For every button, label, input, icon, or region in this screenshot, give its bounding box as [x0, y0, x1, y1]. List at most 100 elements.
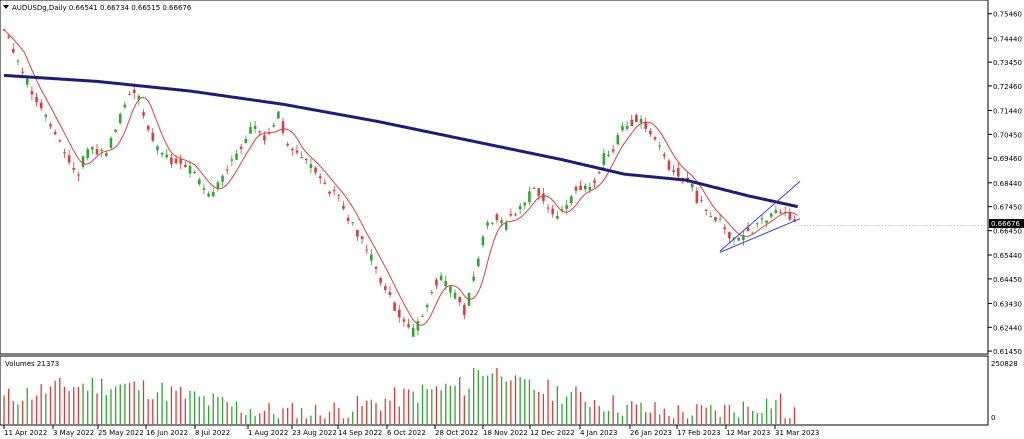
candle — [523, 201, 527, 210]
candle — [49, 122, 52, 130]
date-tick-label: 8 Jul 2022 — [195, 429, 230, 437]
candle — [709, 211, 713, 218]
candle — [291, 147, 294, 157]
candle — [658, 142, 661, 151]
candle — [30, 85, 34, 101]
candle — [579, 180, 582, 191]
date-tick-label: 12 Dec 2022 — [530, 429, 575, 437]
candle — [95, 144, 99, 155]
candle — [184, 161, 187, 168]
channel-upper-line[interactable] — [719, 180, 801, 252]
candle — [249, 122, 252, 135]
candle — [625, 120, 629, 132]
candle — [583, 183, 587, 192]
price-pane[interactable] — [0, 0, 989, 355]
candle — [128, 91, 131, 95]
candle — [253, 121, 257, 134]
candle — [374, 265, 378, 274]
candle — [788, 208, 792, 222]
price-tick-label: 0.73450 — [993, 59, 1022, 67]
candle — [156, 145, 159, 155]
date-tick-label: 3 May 2022 — [53, 429, 94, 437]
candle — [365, 244, 368, 254]
candle — [393, 301, 396, 311]
candle — [314, 166, 317, 176]
candle — [607, 150, 610, 158]
candle — [458, 296, 461, 307]
price-tick-label: 0.62440 — [993, 324, 1022, 332]
candle — [616, 132, 620, 146]
candle — [165, 149, 169, 159]
channel-lower-line[interactable] — [719, 218, 801, 253]
candle — [342, 201, 345, 211]
candle — [160, 152, 164, 158]
price-tick-label: 0.70450 — [993, 131, 1022, 139]
candle — [728, 231, 731, 243]
candle — [202, 183, 206, 195]
volume-pane[interactable] — [0, 355, 989, 426]
candle — [86, 147, 89, 161]
candle — [570, 194, 573, 206]
candle — [235, 149, 238, 161]
candle — [514, 212, 517, 217]
candle — [779, 209, 782, 214]
candle — [649, 128, 652, 137]
date-tick-label: 17 Feb 2023 — [677, 429, 721, 437]
candle — [546, 203, 550, 214]
candle — [742, 230, 745, 246]
candle — [453, 289, 457, 300]
candle — [351, 221, 355, 226]
candle — [760, 214, 764, 225]
candle — [239, 144, 243, 155]
candle — [146, 125, 150, 133]
candle — [267, 127, 271, 136]
date-tick-label: 18 Nov 2022 — [483, 429, 528, 437]
candle — [495, 212, 499, 224]
candle — [653, 136, 657, 142]
candle — [695, 187, 699, 205]
triangle-down-icon[interactable] — [3, 5, 9, 9]
price-tick-label: 0.61450 — [993, 348, 1022, 356]
candle — [765, 220, 768, 228]
candle — [318, 172, 322, 184]
candle — [277, 110, 280, 119]
candle — [21, 67, 24, 76]
candle — [430, 289, 434, 296]
candle — [402, 316, 406, 327]
candle — [272, 122, 275, 128]
candle — [58, 138, 62, 143]
candle — [207, 191, 210, 198]
candle — [72, 162, 76, 174]
date-tick-label: 6 Oct 2022 — [387, 429, 426, 437]
candle — [356, 229, 359, 241]
date-tick-label: 4 Jan 2023 — [580, 429, 618, 437]
symbol-info: AUDUSDg,Daily 0.66541 0.66734 0.66515 0.… — [12, 4, 192, 12]
candle — [667, 158, 671, 172]
candle — [198, 177, 201, 187]
date-tick-label: 28 Oct 2022 — [435, 429, 478, 437]
candle — [425, 303, 429, 312]
candle — [105, 151, 108, 157]
candle — [286, 141, 289, 147]
candle — [597, 170, 601, 174]
candle — [774, 205, 778, 215]
candle — [230, 155, 234, 167]
candle — [630, 114, 634, 127]
candle — [63, 148, 66, 158]
candle — [704, 208, 708, 216]
candle — [118, 112, 122, 125]
date-tick-label: 31 Mar 2023 — [775, 429, 819, 437]
candle — [304, 158, 308, 164]
candle — [53, 129, 57, 136]
candle — [67, 150, 71, 165]
candle — [574, 184, 578, 195]
volume-label: Volumes 21373 — [5, 360, 59, 368]
current-price-tag: 0.66676 — [989, 219, 1024, 228]
candle — [477, 256, 480, 268]
candle — [193, 170, 196, 174]
date-tick-label: 14 Sep 2022 — [338, 429, 382, 437]
candle — [388, 286, 392, 298]
date-tick-label: 26 Jan 2023 — [630, 429, 672, 437]
candle — [91, 146, 94, 154]
